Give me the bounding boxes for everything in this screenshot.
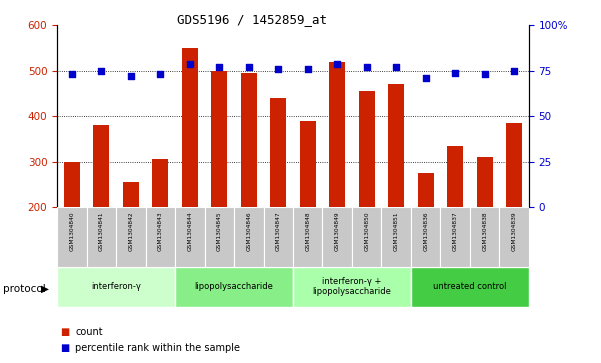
Text: GSM1304840: GSM1304840 [69, 212, 75, 251]
Point [185, 61, 195, 66]
Bar [175, 207, 204, 267]
Bar [441, 207, 470, 267]
Point [244, 64, 254, 70]
Text: interferon-γ: interferon-γ [91, 282, 141, 291]
Text: GSM1304848: GSM1304848 [305, 212, 310, 251]
Point [156, 72, 165, 77]
Bar [57, 267, 175, 307]
Bar [352, 207, 382, 267]
Point [273, 66, 283, 72]
Point [303, 66, 313, 72]
Bar [152, 159, 168, 207]
Bar [145, 207, 175, 267]
Bar [93, 125, 109, 207]
Point [362, 64, 371, 70]
Bar [57, 207, 87, 267]
Text: GSM1304836: GSM1304836 [423, 212, 428, 251]
Point [67, 72, 77, 77]
Text: protocol: protocol [3, 284, 46, 294]
Bar [329, 62, 346, 207]
Bar [447, 146, 463, 207]
Bar [411, 267, 529, 307]
Text: lipopolysaccharide: lipopolysaccharide [195, 282, 273, 291]
Bar [293, 207, 323, 267]
Bar [477, 157, 493, 207]
Text: GSM1304841: GSM1304841 [99, 212, 104, 251]
Point [332, 61, 342, 66]
Text: GDS5196 / 1452859_at: GDS5196 / 1452859_at [177, 13, 328, 26]
Bar [116, 207, 145, 267]
Bar [382, 207, 411, 267]
Text: GSM1304851: GSM1304851 [394, 212, 398, 251]
Bar [470, 207, 499, 267]
Point [480, 72, 489, 77]
Bar [182, 48, 198, 207]
Point [421, 75, 430, 81]
Text: ■: ■ [60, 327, 69, 337]
Text: GSM1304837: GSM1304837 [453, 212, 458, 251]
Text: GSM1304844: GSM1304844 [188, 212, 192, 251]
Point [215, 64, 224, 70]
Text: GSM1304845: GSM1304845 [217, 212, 222, 251]
Text: GSM1304838: GSM1304838 [482, 212, 487, 251]
Text: GSM1304849: GSM1304849 [335, 212, 340, 251]
Text: untreated control: untreated control [433, 282, 507, 291]
Text: interferon-γ +
lipopolysaccharide: interferon-γ + lipopolysaccharide [313, 277, 391, 297]
Text: GSM1304839: GSM1304839 [511, 212, 517, 251]
Text: GSM1304842: GSM1304842 [128, 212, 133, 251]
Bar [499, 207, 529, 267]
Bar [323, 207, 352, 267]
Bar [211, 71, 227, 207]
Point [509, 68, 519, 74]
Bar [418, 173, 434, 207]
Point [126, 73, 136, 79]
Bar [123, 182, 139, 207]
Bar [234, 207, 263, 267]
Point [450, 70, 460, 76]
Bar [270, 98, 286, 207]
Bar [293, 267, 411, 307]
Bar [64, 162, 80, 207]
Bar [204, 207, 234, 267]
Text: GSM1304847: GSM1304847 [276, 212, 281, 251]
Bar [175, 267, 293, 307]
Bar [240, 73, 257, 207]
Text: GSM1304843: GSM1304843 [158, 212, 163, 251]
Bar [506, 123, 522, 207]
Bar [388, 85, 404, 207]
Point [97, 68, 106, 74]
Text: GSM1304850: GSM1304850 [364, 212, 369, 251]
Bar [359, 91, 375, 207]
Text: GSM1304846: GSM1304846 [246, 212, 251, 251]
Point [391, 64, 401, 70]
Bar [411, 207, 441, 267]
Bar [87, 207, 116, 267]
Bar [300, 121, 316, 207]
Text: count: count [75, 327, 103, 337]
Text: ■: ■ [60, 343, 69, 354]
Bar [263, 207, 293, 267]
Text: ▶: ▶ [41, 284, 49, 294]
Text: percentile rank within the sample: percentile rank within the sample [75, 343, 240, 354]
